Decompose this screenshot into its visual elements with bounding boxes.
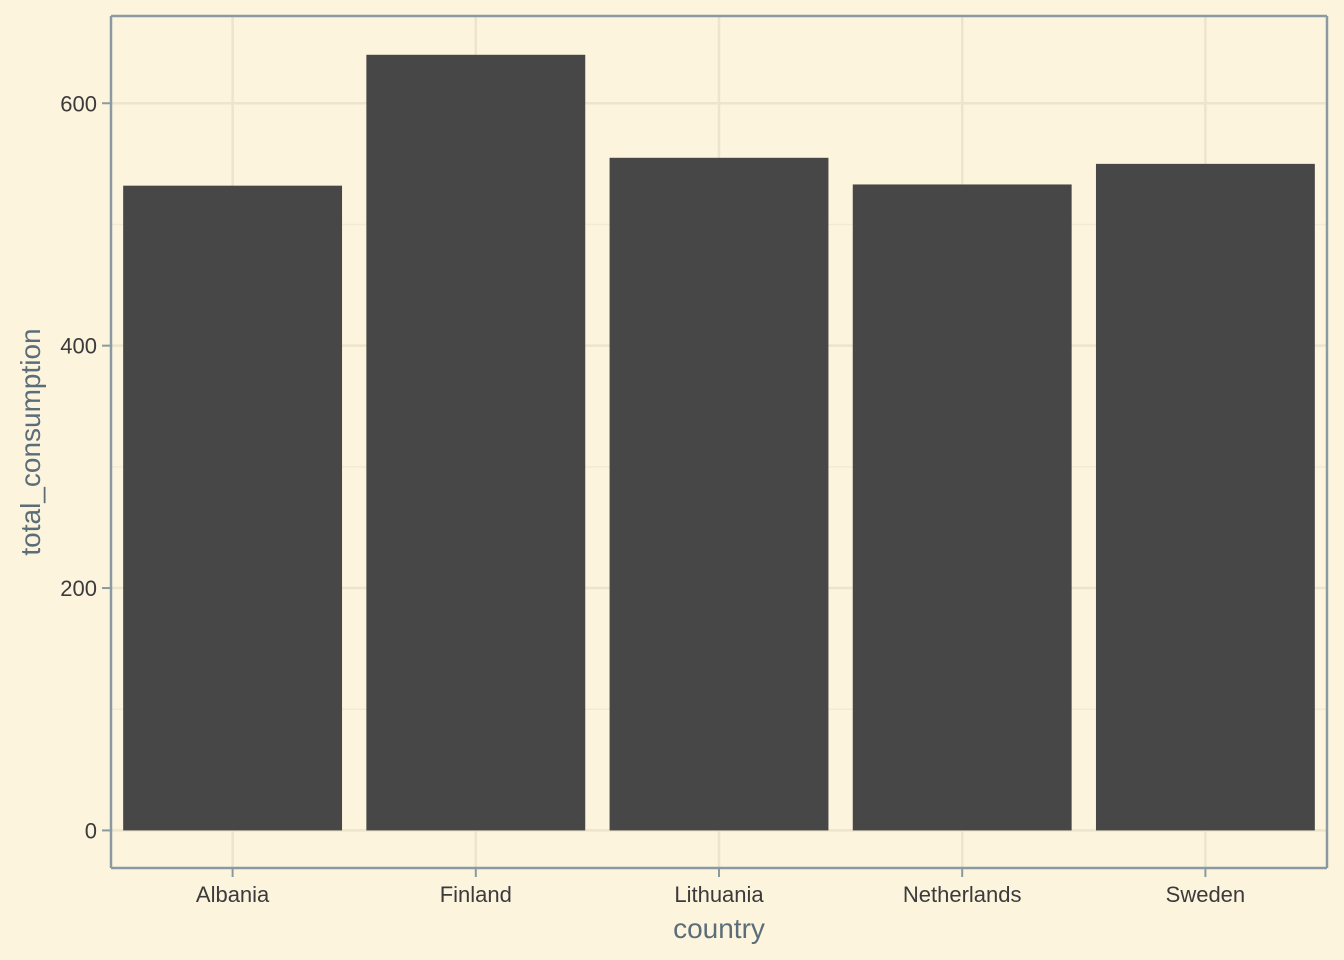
bar-lithuania: [609, 157, 829, 831]
y-tick-label: 200: [60, 576, 97, 601]
axes: 0 200 400 600 Albania Finland Lithuania Netherl…: [60, 14, 1329, 907]
bar-netherlands: [852, 184, 1072, 831]
bar-sweden: [1095, 163, 1315, 831]
bar-finland: [366, 54, 586, 831]
x-tick-label: Sweden: [1166, 882, 1246, 907]
y-tick-label: 0: [85, 818, 97, 843]
x-axis-title: country: [673, 913, 765, 944]
x-tick-label: Finland: [440, 882, 512, 907]
bars: [123, 54, 1315, 831]
y-axis-title: total_consumption: [15, 328, 46, 555]
x-tick-label: Albania: [196, 882, 270, 907]
x-tick-label: Lithuania: [674, 882, 764, 907]
y-tick-label: 600: [60, 91, 97, 116]
x-tick-label: Netherlands: [903, 882, 1022, 907]
y-tick-label: 400: [60, 334, 97, 359]
bar-albania: [123, 185, 343, 831]
